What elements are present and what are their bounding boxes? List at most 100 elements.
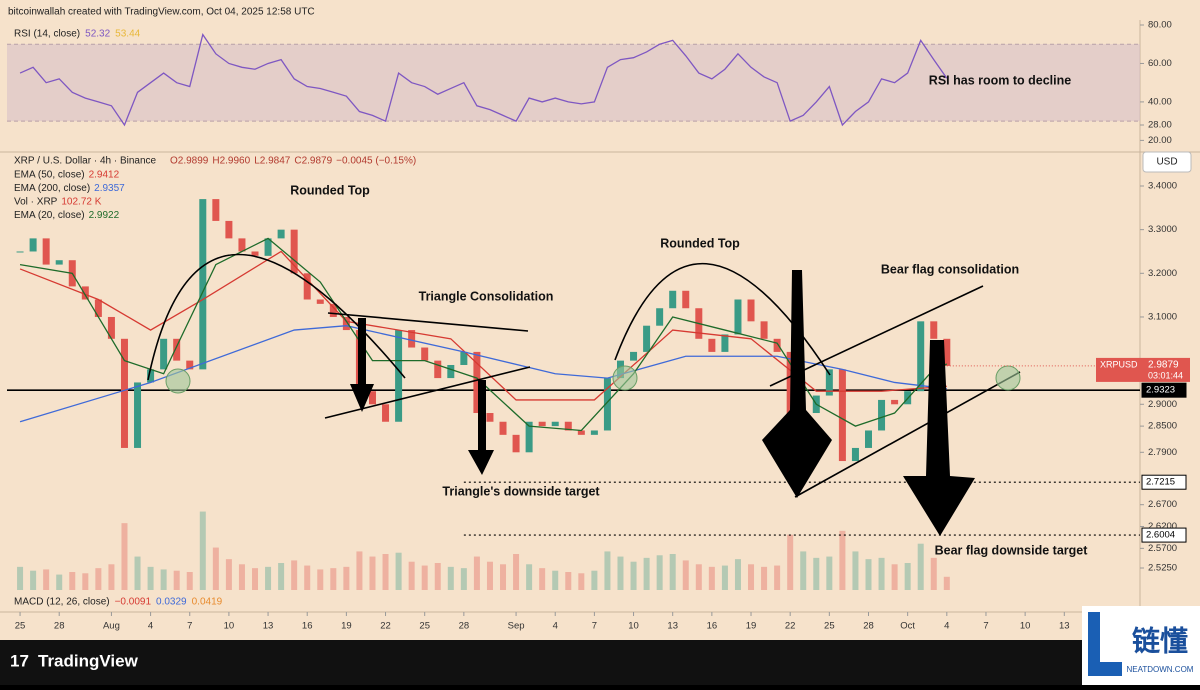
candle [747, 299, 755, 322]
y-tick-label: 3.4000 [1148, 181, 1177, 192]
legend-text: 0.0329 [156, 597, 187, 608]
volume-bar [643, 557, 650, 590]
annotation: Triangle Consolidation [419, 289, 554, 303]
watermark-logo [1088, 612, 1122, 676]
candle [864, 430, 872, 448]
candle [29, 238, 37, 252]
candle [329, 303, 337, 317]
volume-bar [186, 572, 193, 590]
volume-bar [356, 551, 363, 590]
volume-bar [917, 543, 924, 590]
candle [643, 325, 651, 352]
volume-bar [238, 564, 245, 590]
trendline [769, 285, 984, 387]
legend-text: −0.0045 (−0.15%) [336, 156, 416, 167]
volume-bar [473, 556, 480, 590]
candle [708, 338, 716, 352]
volume-bar [486, 561, 493, 590]
x-tick-label: 10 [1020, 621, 1031, 632]
x-tick-label: 4 [553, 621, 558, 632]
drawings [147, 253, 1021, 498]
legend-text: Vol · XRP [14, 197, 58, 208]
level-tag [1141, 474, 1187, 490]
candle [94, 299, 102, 317]
volume-bar [591, 570, 598, 590]
x-tick-label: Aug [103, 621, 120, 632]
candle [55, 260, 63, 265]
trendline [324, 366, 531, 419]
candle [878, 399, 886, 431]
arrow [350, 318, 374, 412]
x-tick-label: 25 [419, 621, 430, 632]
candle [525, 421, 533, 453]
x-tick-label: Sep [508, 621, 525, 632]
candle [382, 404, 390, 422]
candle [838, 369, 846, 462]
candle [173, 338, 181, 361]
candle [120, 338, 128, 448]
annotation: Rounded Top [290, 183, 370, 197]
x-tick-label: 22 [785, 621, 796, 632]
y-tick-label: 2.5700 [1148, 543, 1177, 554]
volume-bar [943, 576, 950, 590]
legend-text: H2.9960 [212, 156, 250, 167]
volume-bar [800, 551, 807, 590]
legend-text: 53.44 [115, 29, 140, 40]
y-tick-label: 2.8500 [1148, 421, 1177, 432]
candle [225, 220, 233, 239]
plot: 80.00 60.00 40.00 28.00 20.00 3.4000 3.3000 3.2… [7, 20, 1187, 632]
volume-bar [460, 568, 467, 590]
watermark-sub: NEATDOWN.COM [1127, 665, 1194, 674]
volume-bar [604, 551, 611, 590]
volume-bar [95, 568, 102, 590]
volume-bar [382, 554, 389, 590]
rounded-top-arc [147, 253, 406, 381]
y-tick-label: 2.6700 [1148, 499, 1177, 510]
arrow [762, 270, 832, 498]
candle [656, 308, 664, 326]
volume-bar [695, 564, 702, 590]
legend-text: 52.32 [85, 29, 110, 40]
legend-text: EMA (50, close) [14, 170, 85, 181]
candle [368, 391, 376, 405]
volume-bar [447, 566, 454, 590]
x-tick-label: 7 [592, 621, 597, 632]
candle [199, 199, 207, 370]
volume-bar [69, 572, 76, 590]
volume-bar [708, 566, 715, 590]
volume-bar [330, 568, 337, 590]
volume-bar [304, 565, 311, 590]
x-tick-label: Oct [900, 621, 915, 632]
volume-bar [787, 534, 794, 590]
volume-bar [134, 556, 141, 590]
currency-button[interactable] [1142, 151, 1192, 173]
volume-bar [278, 563, 285, 590]
legend-text: EMA (200, close) [14, 183, 90, 194]
legend-text: O2.9899 [170, 156, 209, 167]
currency[interactable]: USD [1156, 157, 1177, 168]
x-tick-label: 25 [824, 621, 835, 632]
arrow [468, 380, 494, 475]
y-tick-label: 2.7900 [1148, 447, 1177, 458]
volume-bar [813, 557, 820, 590]
last-price: 2.9879 [1148, 360, 1179, 371]
volume-bar [539, 568, 546, 590]
candle [930, 321, 938, 339]
volume-bar [212, 547, 219, 590]
candle [917, 321, 925, 392]
ema-line [19, 250, 947, 401]
volume-bar [225, 559, 232, 590]
last-price-symbol: XRPUSD [1100, 359, 1138, 369]
candle [107, 316, 115, 339]
rsi-band [7, 44, 1140, 122]
volume-bar [721, 565, 728, 590]
x-tick-label: 13 [667, 621, 678, 632]
candle [342, 316, 350, 331]
volume-bar [108, 564, 115, 590]
volume-bar [748, 564, 755, 590]
candle [773, 338, 781, 352]
x-tick-label: 4 [148, 621, 153, 632]
volume-bar [526, 564, 533, 590]
volume-bar [656, 555, 663, 590]
